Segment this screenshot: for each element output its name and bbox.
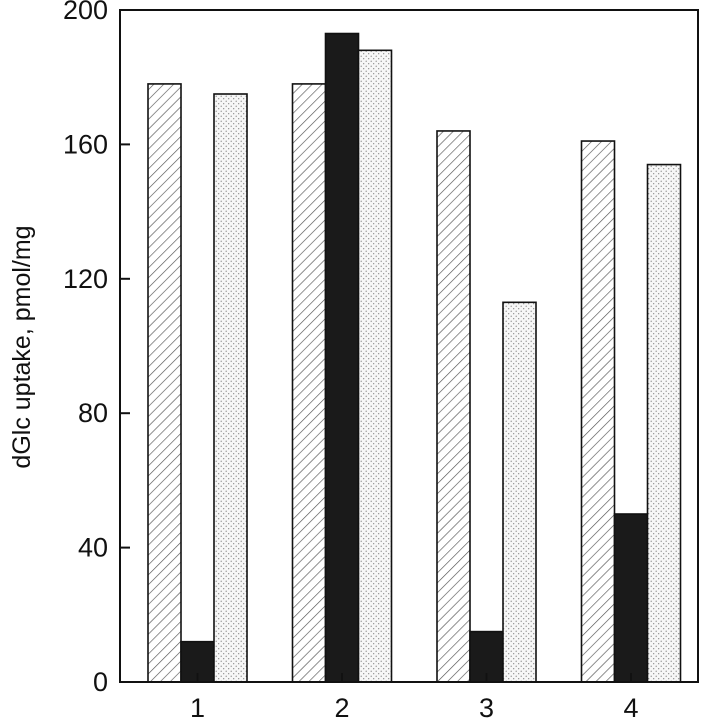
plot-frame (119, 9, 699, 683)
y-tick-label: 80 (78, 398, 108, 428)
bar (613, 513, 649, 683)
x-tick-label: 4 (623, 693, 638, 723)
y-axis-label: dGlc uptake, pmol/mg (8, 225, 36, 468)
bar (147, 83, 182, 683)
y-tick-label: 40 (78, 533, 108, 563)
bars-group (147, 32, 682, 683)
axes-group: 0 40 80 120 160 200 1 2 3 4 (63, 0, 699, 723)
bar (291, 83, 327, 683)
x-tick-label: 2 (334, 693, 349, 723)
y-tick-label: 120 (63, 264, 108, 294)
y-tick-label: 200 (63, 0, 108, 25)
x-tick-label: 1 (190, 693, 205, 723)
bar (357, 49, 393, 683)
bar (213, 93, 248, 683)
bar (580, 140, 616, 683)
bar (436, 130, 471, 683)
bar (502, 301, 537, 683)
y-tick-label: 0 (93, 667, 108, 697)
y-tick-label: 160 (63, 129, 108, 159)
bar (646, 163, 682, 683)
x-tick-label: 3 (479, 693, 494, 723)
bar (324, 32, 360, 683)
